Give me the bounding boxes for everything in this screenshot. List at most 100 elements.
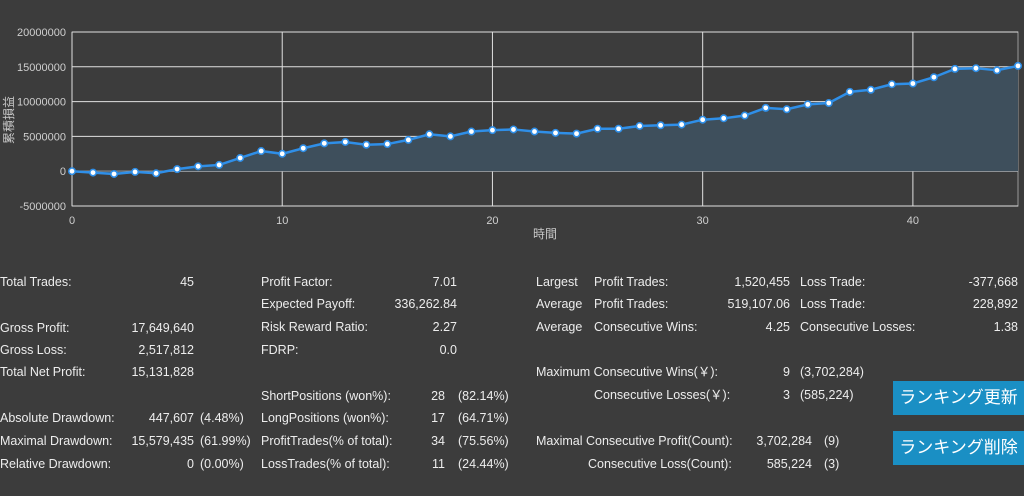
cons-loss-value: 585,224 [766,457,812,471]
x-tick-label: 20 [486,215,498,227]
short-positions-value: 28 [431,389,445,403]
x-tick-label: 40 [907,215,919,227]
risk-reward-value: 2.27 [432,320,457,334]
data-point [824,98,833,107]
expected-payoff-label: Expected Payoff: [261,297,356,311]
cons-losses-label: Consecutive Losses(￥): [594,388,731,402]
relative-drawdown-percent: (0.00%) [200,457,244,471]
profit-trades-percent: (75.56%) [458,434,509,448]
data-point [152,169,161,178]
average-cons-wins-label: Consecutive Wins: [594,320,698,334]
equity-points [68,61,1022,178]
gross-profit-value: 17,649,640 [131,321,194,335]
long-positions-label: LongPositions (won%): [261,411,389,425]
y-axis-label: 累積損益 [1,96,16,144]
y-tick-label: 15000000 [17,62,66,74]
average-prefix: Average [536,297,583,311]
relative-drawdown-label: Relative Drawdown: [0,457,112,471]
largest-profit-trade-value: 1,520,455 [734,275,790,289]
data-point [215,160,224,169]
data-point [761,103,770,112]
max-cons-profit-count: (9) [824,434,840,448]
data-point [68,167,77,176]
short-positions-label: ShortPositions (won%): [261,389,391,403]
ranking-update-button[interactable]: ランキング更新 [893,381,1024,415]
data-point [740,111,749,120]
data-point [635,121,644,130]
data-point [614,124,623,133]
average-cons-losses-value: 1.38 [993,320,1018,334]
cons-losses-value: 3 [783,388,790,402]
cons-loss-count: (3) [824,457,840,471]
data-point [89,168,98,177]
total-trades-label: Total Trades: [0,275,72,289]
loss-trades-label: LossTrades(% of total): [261,457,390,471]
largest-prefix: Largest [536,275,578,289]
data-point [551,128,560,137]
data-point [803,100,812,109]
data-point [341,137,350,146]
x-tick-label: 10 [276,215,288,227]
profit-trades-value: 34 [431,434,445,448]
data-point [845,87,854,96]
short-positions-percent: (82.14%) [458,389,509,403]
data-point [320,139,329,148]
equity-area-fill [72,65,1018,174]
expected-payoff-value: 336,262.84 [394,297,457,311]
data-point [929,73,938,82]
total-net-profit-value: 15,131,828 [131,365,194,379]
gross-loss-label: Gross Loss: [0,343,67,357]
data-point [992,66,1001,75]
data-point [425,130,434,139]
max-cons-wins-value: 9 [783,365,790,379]
data-point [866,85,875,94]
y-tick-label: 0 [60,166,66,178]
max-cons-wins-label: Maximum Consecutive Wins(￥): [536,365,718,379]
profit-trades-label: ProfitTrades(% of total): [261,434,393,448]
data-point [257,147,266,156]
average-profit-trade-label: Profit Trades: [594,297,669,311]
maximal-drawdown-label: Maximal Drawdown: [0,434,113,448]
data-point [236,153,245,162]
data-point [488,126,497,135]
data-point [971,64,980,73]
relative-drawdown-value: 0 [187,457,194,471]
gross-loss-value: 2,517,812 [138,343,194,357]
data-point [887,80,896,89]
data-point [467,127,476,136]
max-cons-profit-label: Maximal Consecutive Profit(Count): [536,434,733,448]
gross-profit-label: Gross Profit: [0,321,70,335]
equity-chart: 20000000150000001000000050000000-5000000… [1,27,1022,241]
average-cons-losses-label: Consecutive Losses: [800,320,916,334]
x-tick-labels: 0 10 20 30 40 [69,215,919,227]
profit-factor-value: 7.01 [432,275,457,289]
maximal-drawdown-value: 15,579,435 [131,434,194,448]
long-positions-percent: (64.71%) [458,411,509,425]
average-cons-prefix: Average [536,320,583,334]
fdrp-label: FDRP: [261,343,299,357]
total-net-profit-label: Total Net Profit: [0,365,86,379]
total-trades-value: 45 [180,275,194,289]
data-point [782,105,791,114]
average-loss-trade-label: Loss Trade: [800,297,866,311]
absolute-drawdown-label: Absolute Drawdown: [0,411,115,425]
profit-factor-label: Profit Factor: [261,275,333,289]
max-cons-profit-value: 3,702,284 [756,434,812,448]
ranking-delete-button[interactable]: ランキング削除 [893,431,1024,465]
cons-loss-label: Consecutive Loss(Count): [588,457,732,471]
data-point [908,79,917,88]
average-profit-trade-value: 519,107.06 [727,297,790,311]
max-cons-wins-amount: (3,702,284) [800,365,864,379]
data-point [362,140,371,149]
data-point [572,129,581,138]
largest-loss-trade-value: -377,668 [968,275,1018,289]
absolute-drawdown-percent: (4.48%) [200,411,244,425]
maximal-drawdown-percent: (61.99%) [200,434,251,448]
y-tick-labels: 20000000 15000000 10000000 5000000 0 -5000000 [17,27,66,213]
data-point [509,125,518,134]
fdrp-value: 0.0 [439,343,457,357]
y-tick-label: -5000000 [20,201,67,213]
x-tick-label: 30 [697,215,709,227]
average-loss-trade-value: 228,892 [972,297,1018,311]
data-point [677,120,686,129]
